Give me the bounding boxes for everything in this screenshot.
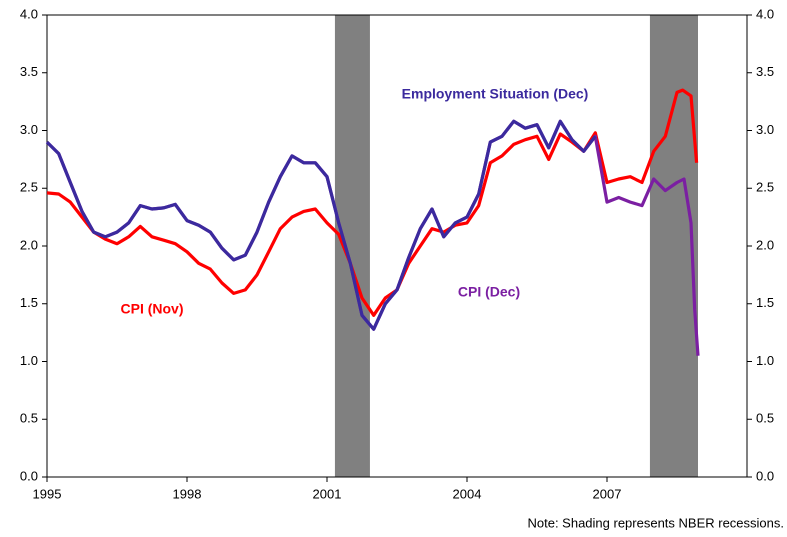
y-tick-label: 0.0 [20, 468, 38, 483]
x-tick-label: 1995 [33, 486, 62, 501]
y-tick-label: 3.0 [20, 122, 38, 137]
y2-tick-label: 3.5 [756, 64, 774, 79]
note: Note: Shading represents NBER recessions… [527, 515, 784, 530]
recession-shading [649, 15, 698, 477]
x-tick-label: 2001 [313, 486, 342, 501]
series-line [46, 88, 699, 317]
y-tick-label: 4.0 [20, 6, 38, 21]
series-label: CPI (Nov) [121, 301, 184, 317]
y-tick-label: 2.5 [20, 180, 38, 195]
y2-tick-label: 0.0 [756, 468, 774, 483]
y2-tick-label: 0.5 [756, 411, 774, 426]
y-tick-label: 3.5 [20, 64, 38, 79]
y-tick-label: 2.0 [20, 237, 38, 252]
recession-shading [334, 15, 370, 477]
series-label: Employment Situation (Dec) [402, 86, 589, 102]
plot-frame [46, 14, 748, 478]
y2-tick-label: 2.5 [756, 180, 774, 195]
series-label: CPI (Dec) [458, 284, 520, 300]
y-tick-label: 1.0 [20, 353, 38, 368]
series-line [45, 119, 597, 331]
y2-tick-label: 2.0 [756, 237, 774, 252]
x-tick-label: 1998 [173, 486, 202, 501]
x-tick-label: 2007 [593, 486, 622, 501]
y-tick-label: 0.5 [20, 411, 38, 426]
y2-tick-label: 4.0 [756, 6, 774, 21]
y2-tick-label: 1.0 [756, 353, 774, 368]
series-line [45, 119, 700, 356]
x-tick-label: 2004 [453, 486, 482, 501]
y-tick-label: 1.5 [20, 295, 38, 310]
y2-tick-label: 3.0 [756, 122, 774, 137]
y2-tick-label: 1.5 [756, 295, 774, 310]
